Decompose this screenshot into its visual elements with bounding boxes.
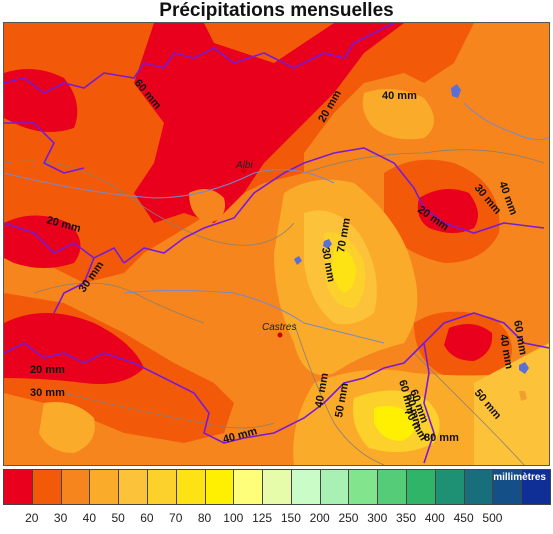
legend-tick-label: 125 <box>252 511 273 525</box>
legend-tick-label: 150 <box>280 511 301 525</box>
contour-label: 40 mm <box>382 90 417 102</box>
map-title: Précipitations mensuelles <box>159 0 394 21</box>
town-label-albi: Albi <box>235 160 253 171</box>
legend-tick-label: 80 <box>197 511 212 525</box>
legend-tick-label: 400 <box>424 511 445 525</box>
legend-swatch <box>406 469 436 505</box>
color-legend: millimètres <box>3 469 551 507</box>
legend-tick-label: 350 <box>396 511 417 525</box>
legend-tick-label: 200 <box>309 511 330 525</box>
legend-swatch <box>521 469 551 505</box>
zone-below-20 <box>134 23 404 223</box>
legend-tick-label: 60 <box>140 511 154 525</box>
legend-swatch <box>60 469 91 505</box>
legend-swatch <box>434 469 465 505</box>
legend-unit-label: millimètres <box>493 472 546 483</box>
contour-label: 30 mm <box>30 387 65 399</box>
legend-swatch <box>290 469 321 505</box>
legend-tick-label: 250 <box>338 511 359 525</box>
legend-swatch <box>146 469 177 505</box>
legend-swatch <box>204 469 235 505</box>
legend-swatch <box>233 469 264 505</box>
legend-tick-label: 500 <box>482 511 503 525</box>
legend-tick-label: 20 <box>25 511 39 525</box>
legend-swatch <box>377 469 408 505</box>
legend-swatch <box>175 469 206 505</box>
town-dot-castres <box>277 332 283 338</box>
legend-swatch <box>3 469 33 505</box>
legend-tick-label: 100 <box>223 511 244 525</box>
department-borders <box>4 23 549 464</box>
contour-label: 30 mm <box>319 246 337 283</box>
contour-lines <box>4 149 545 465</box>
legend-swatch <box>319 469 350 505</box>
legend-tick-label: 450 <box>453 511 474 525</box>
precipitation-map: Albi Castres 60 mm 20 mm 40 mm 30 mm 40 … <box>3 22 550 466</box>
legend-tick-label: 40 <box>82 511 97 525</box>
legend-tick-label: 300 <box>367 511 388 525</box>
rivers <box>4 102 549 344</box>
contour-label: 80 mm <box>424 432 459 444</box>
contour-label: 40 mm <box>497 333 515 370</box>
legend-tick-label: 30 <box>53 511 68 525</box>
town-dot-albi <box>241 168 247 174</box>
lake <box>451 84 461 98</box>
legend-swatch <box>463 469 494 505</box>
legend-swatch <box>89 469 120 505</box>
contour-label: 50 mm <box>333 382 351 419</box>
legend-swatch <box>262 469 292 505</box>
legend-swatch <box>348 469 379 505</box>
contour-label: 20 mm <box>30 364 65 376</box>
contour-label: 70 mm <box>335 217 353 254</box>
legend-swatch <box>118 469 148 505</box>
legend-tick-label: 50 <box>111 511 125 525</box>
town-label-castres: Castres <box>262 322 296 333</box>
contour-label: 40 mm <box>313 372 331 409</box>
legend-swatch <box>31 469 62 505</box>
contour-label: 60 mm <box>511 319 529 356</box>
legend-tick-label: 70 <box>169 511 183 525</box>
